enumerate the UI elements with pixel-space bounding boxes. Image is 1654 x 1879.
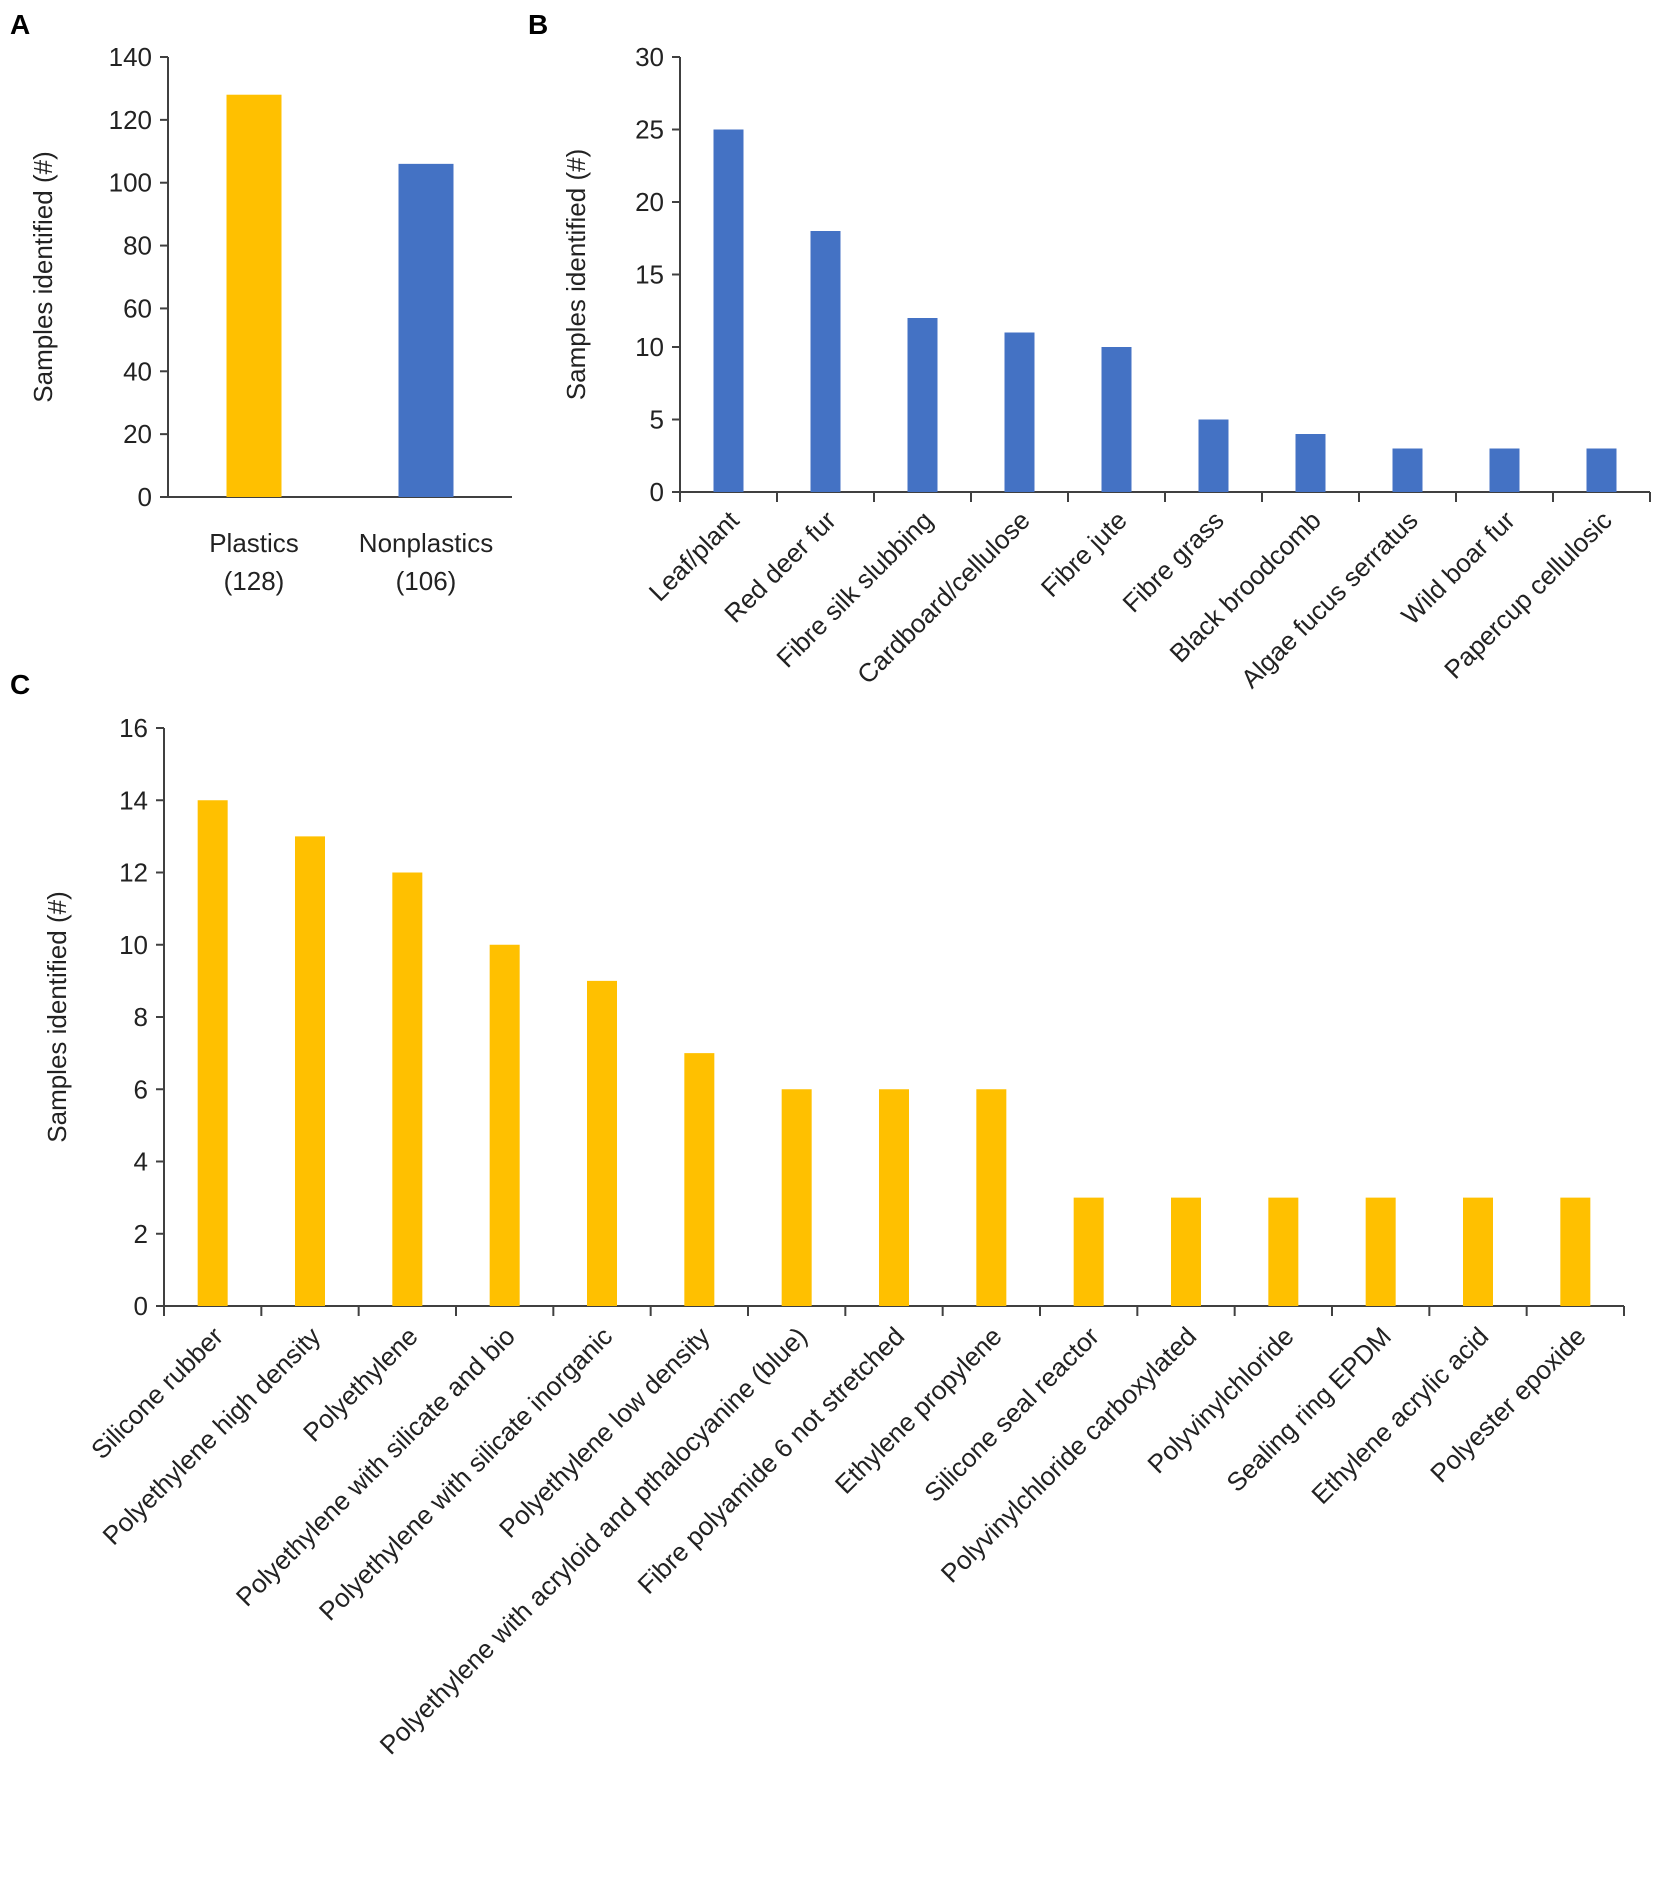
y-tick-label: 0 [138, 482, 152, 512]
y-tick-label: 5 [650, 405, 664, 435]
x-category-label: Ethylene acrylic acid [1305, 1321, 1494, 1510]
x-category-label: Silicone seal reactor [918, 1321, 1105, 1508]
y-tick-label: 25 [635, 115, 664, 145]
bar [392, 872, 423, 1306]
bar [810, 231, 841, 492]
bar [398, 163, 454, 497]
x-category-label: Papercup cellulosic [1438, 505, 1618, 685]
y-axis-title: Samples identified (#) [42, 891, 72, 1142]
y-tick-label: 6 [134, 1074, 148, 1104]
bar [197, 800, 228, 1306]
panel-letter-b: B [528, 9, 548, 40]
bar [226, 94, 282, 497]
panel-b: B 0 5 10 15 20 25 30 Samples identified (#) Leaf/… [528, 9, 1651, 694]
x-category-label: Cardboard/cellulose [851, 505, 1036, 690]
x-category-label: (128) [224, 566, 285, 596]
bar [1489, 448, 1520, 492]
bar [907, 318, 938, 492]
y-tick-label: 30 [635, 42, 664, 72]
x-category-label: Leaf/plant [643, 504, 746, 607]
x-category-label: Algae fucus serratus [1235, 505, 1424, 694]
bar [976, 1089, 1007, 1306]
y-tick-label: 12 [119, 858, 148, 888]
bar [781, 1089, 812, 1306]
bar [1171, 1197, 1201, 1306]
y-tick-label: 10 [635, 332, 664, 362]
y-tick-label: 4 [134, 1147, 148, 1177]
bar [489, 944, 520, 1306]
bar [1392, 448, 1423, 492]
x-category-label: (106) [396, 566, 457, 596]
bar [1365, 1197, 1396, 1306]
x-category-label: Nonplastics [359, 528, 493, 558]
bar [1268, 1197, 1299, 1306]
y-tick-label: 40 [123, 356, 152, 386]
bar [1073, 1197, 1104, 1306]
y-tick-label: 60 [123, 293, 152, 323]
bar [684, 1053, 715, 1306]
y-tick-label: 20 [635, 187, 664, 217]
y-tick-label: 10 [119, 930, 148, 960]
panel-c: C 0 2 4 6 8 10 12 14 16 Samples identified (#) Sili… [10, 669, 1625, 1760]
y-tick-label: 15 [635, 260, 664, 290]
y-tick-label: 140 [109, 42, 152, 72]
bar [1463, 1197, 1493, 1306]
bar [713, 129, 744, 492]
y-axis-title: Samples identified (#) [28, 151, 58, 402]
bar [1295, 434, 1326, 492]
x-category-label: Sealing ring EPDM [1220, 1321, 1397, 1498]
x-category-label: Fibre jute [1035, 505, 1133, 603]
bar [1586, 448, 1617, 492]
y-tick-label: 0 [650, 477, 664, 507]
panel-a: A 0 20 40 60 80 100 120 140 Samples identified (#… [10, 9, 512, 596]
bar [1560, 1197, 1591, 1306]
y-tick-label: 2 [134, 1219, 148, 1249]
y-tick-label: 20 [123, 419, 152, 449]
y-tick-label: 80 [123, 231, 152, 261]
bar [1101, 347, 1132, 492]
x-category-label: Plastics [209, 528, 299, 558]
x-category-label: Ethylene propylene [829, 1321, 1008, 1500]
y-tick-label: 16 [119, 713, 148, 743]
bar [879, 1089, 909, 1306]
bar [1004, 332, 1035, 492]
bar [587, 980, 617, 1306]
bar [295, 836, 325, 1306]
y-tick-label: 120 [109, 105, 152, 135]
y-axis-title: Samples identified (#) [561, 149, 591, 400]
y-tick-label: 14 [119, 785, 148, 815]
y-tick-label: 100 [109, 168, 152, 198]
bar [1198, 419, 1229, 492]
y-tick-label: 8 [134, 1002, 148, 1032]
panel-letter-a: A [10, 9, 30, 40]
panel-letter-c: C [10, 669, 30, 700]
y-tick-label: 0 [134, 1291, 148, 1321]
